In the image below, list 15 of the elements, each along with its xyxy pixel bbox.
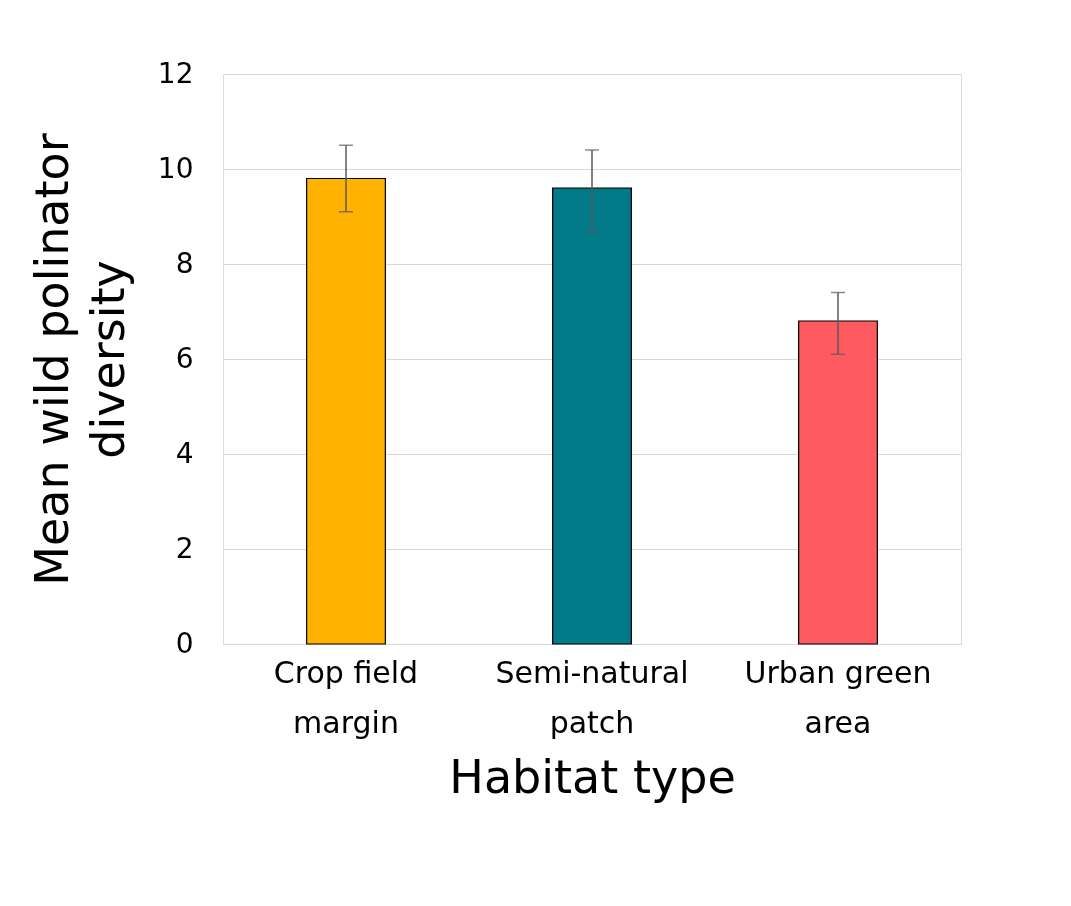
y-tick-label: 12 (157, 56, 194, 90)
bar (798, 320, 878, 645)
y-tick-label: 4 (175, 436, 194, 470)
y-tick-label: 2 (175, 531, 194, 565)
x-axis-title: Habitat type (449, 749, 736, 804)
x-tick-label: Semi-natural patch (495, 654, 689, 740)
y-tick-label: 0 (175, 626, 194, 660)
x-tick-label: Crop field margin (273, 654, 419, 740)
y-axis-title: Mean wild polinator diversity (24, 133, 135, 586)
y-tick-label: 8 (175, 246, 194, 280)
x-tick-label: Urban green area (744, 654, 932, 740)
y-tick-label: 10 (157, 151, 194, 185)
bar (552, 187, 632, 645)
bar (306, 177, 386, 645)
y-tick-label: 6 (175, 341, 194, 375)
